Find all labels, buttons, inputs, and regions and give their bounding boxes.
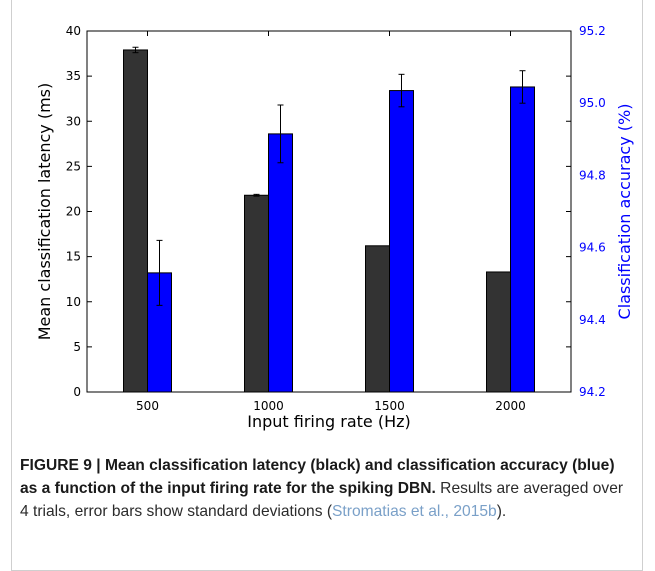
x-tick-label: 2000: [495, 399, 526, 413]
right-tick-label: 95.2: [579, 24, 606, 38]
latency-bar-1000: [244, 194, 269, 393]
latency-bar-500: [123, 49, 148, 393]
accuracy-bar-1500: [389, 90, 414, 393]
right-tick-label: 94.8: [579, 168, 606, 182]
left-tick-label: 40: [66, 24, 81, 38]
y-axis-label-left: Mean classification latency (ms): [35, 83, 54, 341]
accuracy-bar-1000: [268, 133, 293, 393]
left-tick-label: 35: [66, 69, 81, 83]
caption-citation-link[interactable]: Stromatias et al., 2015b: [332, 503, 497, 520]
caption-end: ).: [496, 503, 507, 520]
accuracy-bar-2000: [510, 86, 535, 393]
right-tick-label: 94.6: [579, 241, 606, 255]
caption-title: FIGURE 9 | Mean classification latency (…: [20, 457, 615, 497]
x-tick-label: 1500: [374, 399, 405, 413]
left-tick-label: 10: [66, 295, 81, 309]
right-tick-label: 95.0: [579, 96, 606, 110]
latency-bar-1500: [365, 245, 390, 393]
left-tick-label: 0: [73, 385, 81, 399]
latency-bar-2000: [486, 271, 511, 393]
left-tick-label: 15: [66, 250, 81, 264]
figure-caption: FIGURE 9 | Mean classification latency (…: [20, 454, 625, 523]
left-tick-label: 30: [66, 114, 81, 128]
y-axis-label-right: Classification accuracy (%): [615, 104, 634, 320]
x-tick-label: 1000: [253, 399, 284, 413]
bar-chart: 0 5 10 15 20 25 30 35 40 94.2 94.4 94.6 94.8 95.0 95.2…: [35, 24, 634, 431]
right-tick-label: 94.4: [579, 313, 606, 327]
right-tick-label: 94.2: [579, 385, 606, 399]
x-axis-label: Input firing rate (Hz): [247, 412, 411, 431]
left-tick-label: 25: [66, 159, 81, 173]
left-tick-label: 5: [73, 340, 81, 354]
x-tick-label: 500: [136, 399, 159, 413]
left-tick-label: 20: [66, 205, 81, 219]
caption-text: Results are averaged over 4 trials, erro…: [20, 480, 624, 520]
